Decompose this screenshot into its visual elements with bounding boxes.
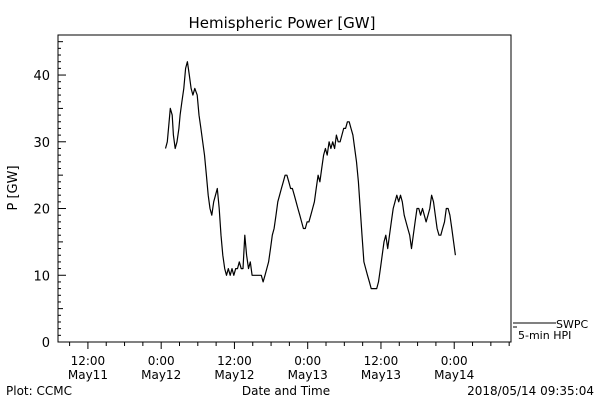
x-axis: 12:00May110:00May1212:00May120:00May1312…: [68, 342, 510, 382]
y-tick-label: 10: [33, 269, 50, 284]
y-tick-label: 20: [33, 203, 50, 218]
hpi-series-line: [164, 61, 456, 290]
y-axis-label: P [GW]: [6, 165, 21, 210]
x-tick-date-label: May13: [288, 368, 328, 382]
x-tick-time-label: 12:00: [217, 354, 252, 368]
x-tick-time-label: 12:00: [71, 354, 106, 368]
x-tick-time-label: 0:00: [148, 354, 175, 368]
y-axis: 0 10 20 30 40: [33, 34, 66, 351]
y-tick-label: 30: [33, 136, 50, 151]
x-tick-time-label: 0:00: [294, 354, 321, 368]
plot-timestamp: 2018/05/14 09:35:04: [467, 384, 594, 398]
x-tick-date-label: May12: [141, 368, 181, 382]
legend-swpc-label: SWPC: [556, 318, 588, 331]
x-tick-time-label: 12:00: [364, 354, 399, 368]
x-tick-date-label: May12: [214, 368, 254, 382]
legend-hpi-label: 5-min HPI: [518, 329, 571, 342]
plot-credit: Plot: CCMC: [6, 384, 72, 398]
x-axis-label: Date and Time: [242, 384, 330, 398]
x-tick-date-label: May11: [68, 368, 108, 382]
legend: SWPC 5-min HPI: [513, 318, 588, 342]
y-tick-label: 40: [33, 69, 50, 84]
x-tick-date-label: May13: [361, 368, 401, 382]
chart-title: Hemispheric Power [GW]: [189, 14, 376, 32]
x-tick-date-label: May14: [434, 368, 474, 382]
x-tick-time-label: 0:00: [441, 354, 468, 368]
y-tick-label: 0: [42, 336, 50, 351]
plot-frame: [57, 34, 512, 343]
